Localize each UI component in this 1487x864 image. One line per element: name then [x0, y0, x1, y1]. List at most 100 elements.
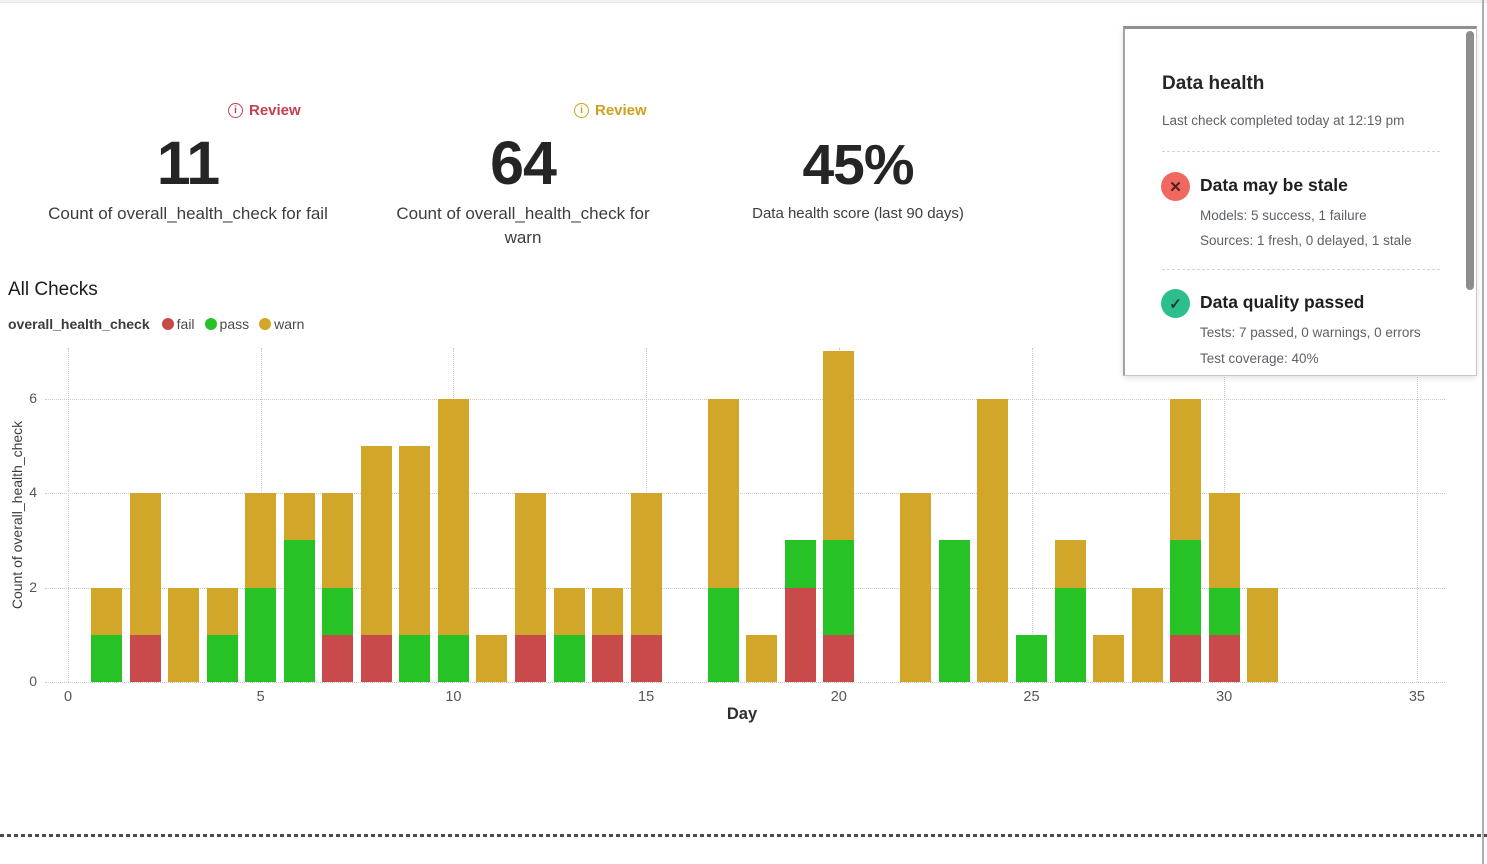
bar-stack-day-7[interactable]: [322, 493, 354, 682]
bar-stack-day-18[interactable]: [746, 634, 778, 682]
panel-scrollbar-thumb[interactable]: [1466, 31, 1474, 290]
x-icon: ✕: [1161, 172, 1190, 201]
bar-stack-day-8[interactable]: [360, 445, 392, 682]
bar-segment-warn[interactable]: [476, 634, 508, 682]
bar-segment-pass[interactable]: [1208, 587, 1240, 635]
bar-segment-warn[interactable]: [900, 493, 932, 682]
bar-segment-warn[interactable]: [553, 587, 585, 635]
panel-divider: [1162, 269, 1440, 270]
bar-segment-pass[interactable]: [784, 540, 816, 588]
panel-last-check-text: Last check completed today at 12:19 pm: [1162, 113, 1405, 128]
bar-segment-warn[interactable]: [1093, 634, 1125, 682]
bar-segment-warn[interactable]: [322, 493, 354, 588]
bar-stack-day-19[interactable]: [784, 540, 816, 682]
bar-segment-fail[interactable]: [514, 634, 546, 682]
bar-segment-fail[interactable]: [322, 634, 354, 682]
bar-segment-warn[interactable]: [977, 398, 1009, 682]
bar-segment-warn[interactable]: [129, 493, 161, 635]
section-title-all-checks: All Checks: [8, 279, 98, 300]
bar-stack-day-17[interactable]: [707, 398, 739, 682]
bar-stack-day-14[interactable]: [592, 587, 624, 682]
bar-segment-fail[interactable]: [360, 634, 392, 682]
bar-stack-day-20[interactable]: [823, 351, 855, 682]
bar-segment-pass[interactable]: [938, 540, 970, 682]
bar-segment-pass[interactable]: [283, 540, 315, 682]
bar-stack-day-6[interactable]: [283, 493, 315, 682]
bar-stack-day-11[interactable]: [476, 634, 508, 682]
bar-stack-day-25[interactable]: [1016, 634, 1047, 682]
bar-stack-day-3[interactable]: [168, 587, 200, 682]
check-icon: ✓: [1161, 289, 1190, 318]
bar-stack-day-29[interactable]: [1170, 398, 1202, 682]
bar-segment-pass[interactable]: [823, 540, 855, 635]
bar-segment-pass[interactable]: [322, 587, 354, 635]
bar-segment-pass[interactable]: [437, 634, 469, 682]
bar-stack-day-15[interactable]: [630, 493, 662, 682]
bar-stack-day-5[interactable]: [245, 493, 277, 682]
bar-segment-pass[interactable]: [206, 634, 238, 682]
bar-segment-warn[interactable]: [1131, 587, 1163, 682]
bar-segment-fail[interactable]: [1170, 634, 1202, 682]
bar-segment-warn[interactable]: [707, 398, 739, 588]
bar-stack-day-1[interactable]: [91, 587, 123, 682]
bar-segment-warn[interactable]: [206, 587, 238, 635]
bar-segment-fail[interactable]: [823, 634, 855, 682]
data-health-panel: Data health Last check completed today a…: [1123, 26, 1477, 376]
bar-segment-warn[interactable]: [168, 587, 200, 682]
legend-item-fail[interactable]: fail: [161, 316, 195, 332]
bar-segment-fail[interactable]: [1208, 634, 1240, 682]
bar-segment-warn[interactable]: [1247, 587, 1279, 682]
bar-segment-pass[interactable]: [399, 634, 431, 682]
bar-segment-pass[interactable]: [553, 634, 585, 682]
bar-stack-day-30[interactable]: [1208, 493, 1240, 682]
grid-line-h: [45, 398, 1445, 400]
review-badge-warn[interactable]: i Review: [574, 102, 647, 119]
bar-segment-pass[interactable]: [1170, 540, 1202, 635]
bar-stack-day-28[interactable]: [1131, 587, 1163, 682]
bar-stack-day-23[interactable]: [938, 540, 970, 682]
bar-stack-day-9[interactable]: [399, 445, 431, 682]
bar-segment-fail[interactable]: [784, 587, 816, 682]
y-axis-tick-label: 4: [29, 484, 37, 500]
bar-segment-pass[interactable]: [707, 587, 739, 682]
bar-stack-day-26[interactable]: [1054, 540, 1086, 682]
bar-stack-day-12[interactable]: [514, 493, 546, 682]
pass-dot-icon: [204, 318, 217, 330]
bar-segment-fail[interactable]: [129, 634, 161, 682]
bar-stack-day-22[interactable]: [900, 493, 932, 682]
bar-stack-day-10[interactable]: [437, 398, 469, 682]
bar-stack-day-24[interactable]: [977, 398, 1009, 682]
bar-segment-warn[interactable]: [1208, 493, 1240, 588]
bar-segment-pass[interactable]: [91, 634, 123, 682]
bar-segment-warn[interactable]: [746, 634, 778, 682]
kpi-value-fail: 11: [156, 129, 221, 197]
bar-segment-warn[interactable]: [283, 493, 315, 541]
legend-item-warn[interactable]: warn: [259, 316, 304, 332]
bar-segment-fail[interactable]: [630, 634, 662, 682]
grid-line-h: [45, 682, 1445, 683]
bar-segment-warn[interactable]: [245, 493, 277, 588]
bar-segment-warn[interactable]: [1170, 398, 1202, 541]
bar-segment-pass[interactable]: [1054, 587, 1086, 682]
review-badge-fail[interactable]: i Review: [228, 102, 301, 119]
bar-segment-pass[interactable]: [1016, 634, 1047, 682]
bar-segment-fail[interactable]: [592, 634, 624, 682]
bar-segment-warn[interactable]: [360, 445, 392, 635]
bar-segment-warn[interactable]: [1054, 540, 1086, 588]
legend-item-pass[interactable]: pass: [204, 316, 249, 332]
bar-segment-warn[interactable]: [823, 351, 855, 541]
bar-segment-warn[interactable]: [514, 493, 546, 635]
bar-segment-warn[interactable]: [91, 587, 123, 635]
bar-stack-day-2[interactable]: [129, 493, 161, 682]
bar-segment-pass[interactable]: [245, 587, 277, 682]
bar-stack-day-4[interactable]: [206, 587, 238, 682]
bar-segment-warn[interactable]: [437, 398, 469, 635]
bar-stack-day-31[interactable]: [1247, 587, 1279, 682]
bar-stack-day-27[interactable]: [1093, 634, 1125, 682]
bar-segment-warn[interactable]: [399, 445, 431, 635]
review-badge-label: Review: [249, 102, 301, 119]
y-axis-tick-label: 0: [29, 673, 37, 689]
bar-stack-day-13[interactable]: [553, 587, 585, 682]
bar-segment-warn[interactable]: [630, 493, 662, 635]
bar-segment-warn[interactable]: [592, 587, 624, 635]
